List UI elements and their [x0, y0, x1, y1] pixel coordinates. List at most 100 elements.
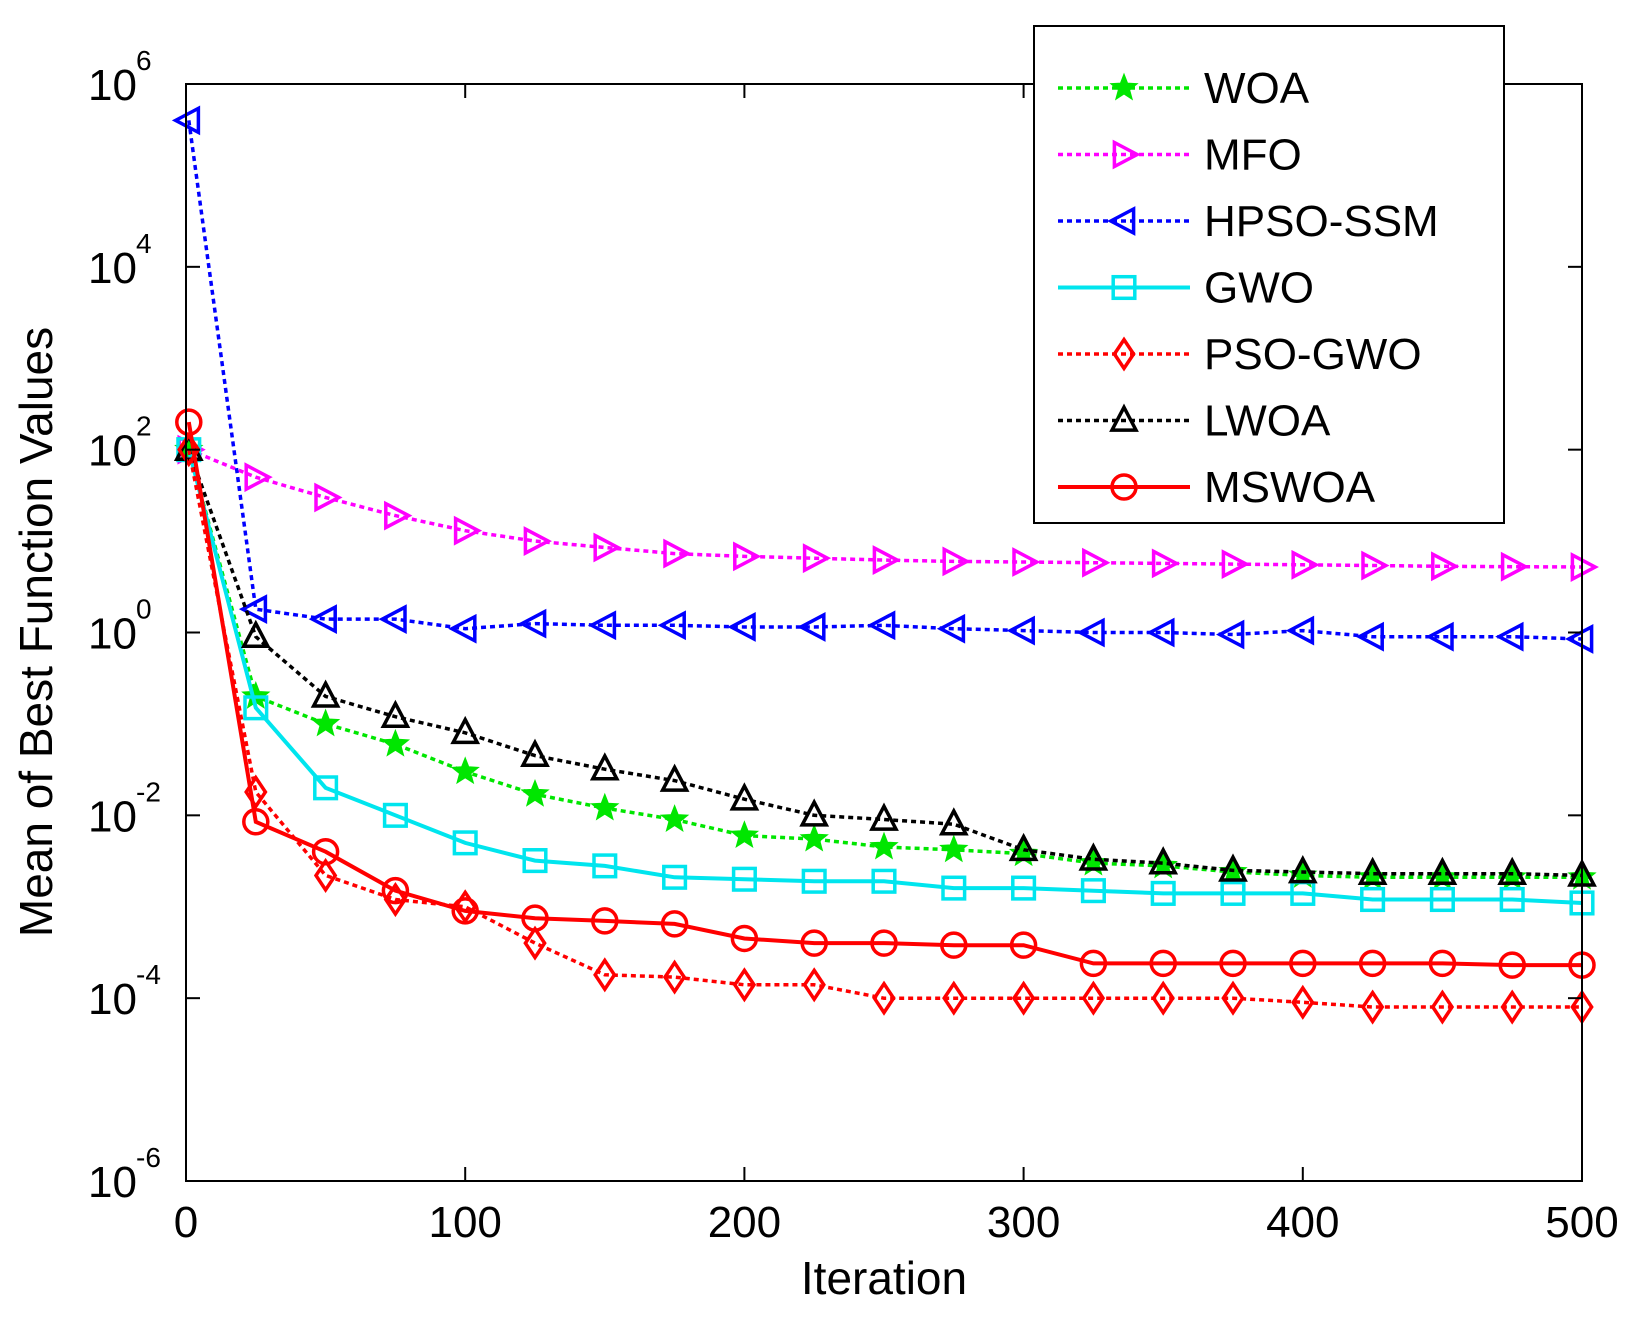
data-point	[1360, 886, 1386, 913]
data-point	[662, 864, 688, 890]
data-point	[1291, 549, 1320, 580]
legend-label: LWOA	[1204, 397, 1331, 446]
data-point	[1081, 980, 1106, 1016]
data-point	[592, 853, 618, 879]
data-point	[659, 763, 690, 792]
data-point	[870, 929, 898, 957]
data-point	[729, 820, 760, 849]
data-point	[733, 541, 762, 572]
legend-marker	[1109, 403, 1139, 432]
data-point	[593, 957, 617, 993]
data-point	[313, 857, 338, 894]
data-point	[313, 775, 339, 801]
data-point	[940, 931, 968, 959]
series-line	[187, 449, 1582, 880]
data-point	[657, 610, 686, 641]
data-point	[936, 613, 966, 644]
legend-entry-gwo: GWO	[1058, 264, 1314, 313]
legend-label: PSO-GWO	[1204, 330, 1422, 379]
data-point	[663, 538, 692, 569]
data-point	[800, 929, 828, 957]
data-point	[1291, 984, 1315, 1020]
data-point	[244, 462, 273, 493]
series-line	[187, 449, 1582, 1009]
data-point	[731, 866, 757, 892]
data-point	[1428, 949, 1457, 978]
data-point	[1006, 615, 1035, 646]
data-point	[1082, 547, 1111, 578]
data-point	[378, 604, 407, 635]
data-point	[1285, 615, 1315, 646]
data-point	[729, 782, 760, 811]
series-mswoa	[175, 408, 1596, 979]
y-tick-label: 10	[88, 610, 137, 659]
y-tick-exponent: 6	[136, 45, 152, 76]
data-point	[523, 925, 547, 961]
x-tick-label: 500	[1545, 1198, 1618, 1247]
series-layer	[171, 105, 1599, 1025]
data-point	[1221, 980, 1245, 1016]
data-point	[660, 910, 689, 938]
data-point	[240, 619, 271, 649]
data-point	[869, 802, 899, 831]
data-point	[1151, 548, 1181, 579]
y-tick-exponent: -6	[136, 1142, 161, 1173]
data-point	[662, 959, 687, 995]
data-point	[1570, 552, 1599, 582]
data-point	[1012, 547, 1041, 577]
y-tick-label: 10	[88, 1158, 137, 1207]
data-point	[872, 980, 896, 1016]
legend-marker	[1112, 336, 1136, 372]
data-point	[1287, 855, 1318, 884]
y-tick-exponent: -4	[136, 959, 161, 990]
data-point	[243, 695, 269, 721]
data-point	[310, 679, 341, 708]
data-point	[308, 604, 337, 635]
data-point	[942, 980, 966, 1016]
data-point	[941, 875, 967, 901]
series-pso-gwo	[177, 432, 1594, 1025]
data-point	[522, 848, 548, 874]
series-hpso-ssm	[171, 105, 1594, 654]
data-point	[1357, 856, 1388, 886]
data-point	[1425, 621, 1454, 652]
data-point	[1011, 875, 1037, 901]
y-tick-exponent: 4	[136, 228, 152, 259]
x-tick-label: 0	[174, 1198, 198, 1247]
data-point	[523, 526, 552, 556]
y-tick-label: 10	[88, 975, 137, 1024]
data-point	[314, 482, 343, 513]
data-point	[238, 594, 268, 625]
data-point	[727, 612, 756, 642]
legend-label: MFO	[1204, 131, 1302, 180]
data-point	[1427, 856, 1458, 886]
data-point	[1358, 949, 1387, 978]
data-point	[452, 830, 478, 856]
data-point	[1151, 980, 1175, 1016]
data-point	[867, 610, 896, 641]
x-tick-label: 100	[428, 1198, 501, 1247]
legend-entry-mfo: MFO	[1058, 131, 1302, 180]
legend-marker	[1109, 72, 1139, 101]
data-point	[1218, 853, 1248, 882]
data-point	[1430, 989, 1455, 1025]
data-point	[1219, 949, 1247, 978]
series-line	[187, 449, 1583, 878]
data-point	[587, 610, 617, 641]
data-point	[450, 715, 481, 745]
series-lwoa	[173, 432, 1597, 887]
data-point	[382, 802, 408, 828]
data-point	[175, 408, 203, 436]
legend-entry-mswoa: MSWOA	[1058, 463, 1376, 512]
data-point	[1009, 931, 1038, 959]
legend-entry-lwoa: LWOA	[1058, 397, 1331, 446]
data-point	[1080, 878, 1106, 904]
x-axis-label: Iteration	[801, 1252, 967, 1304]
data-point	[1078, 842, 1109, 871]
series-line	[186, 449, 1583, 905]
data-point	[1148, 846, 1179, 875]
data-point	[384, 500, 413, 531]
data-point	[1431, 551, 1460, 582]
data-point	[1008, 832, 1039, 862]
